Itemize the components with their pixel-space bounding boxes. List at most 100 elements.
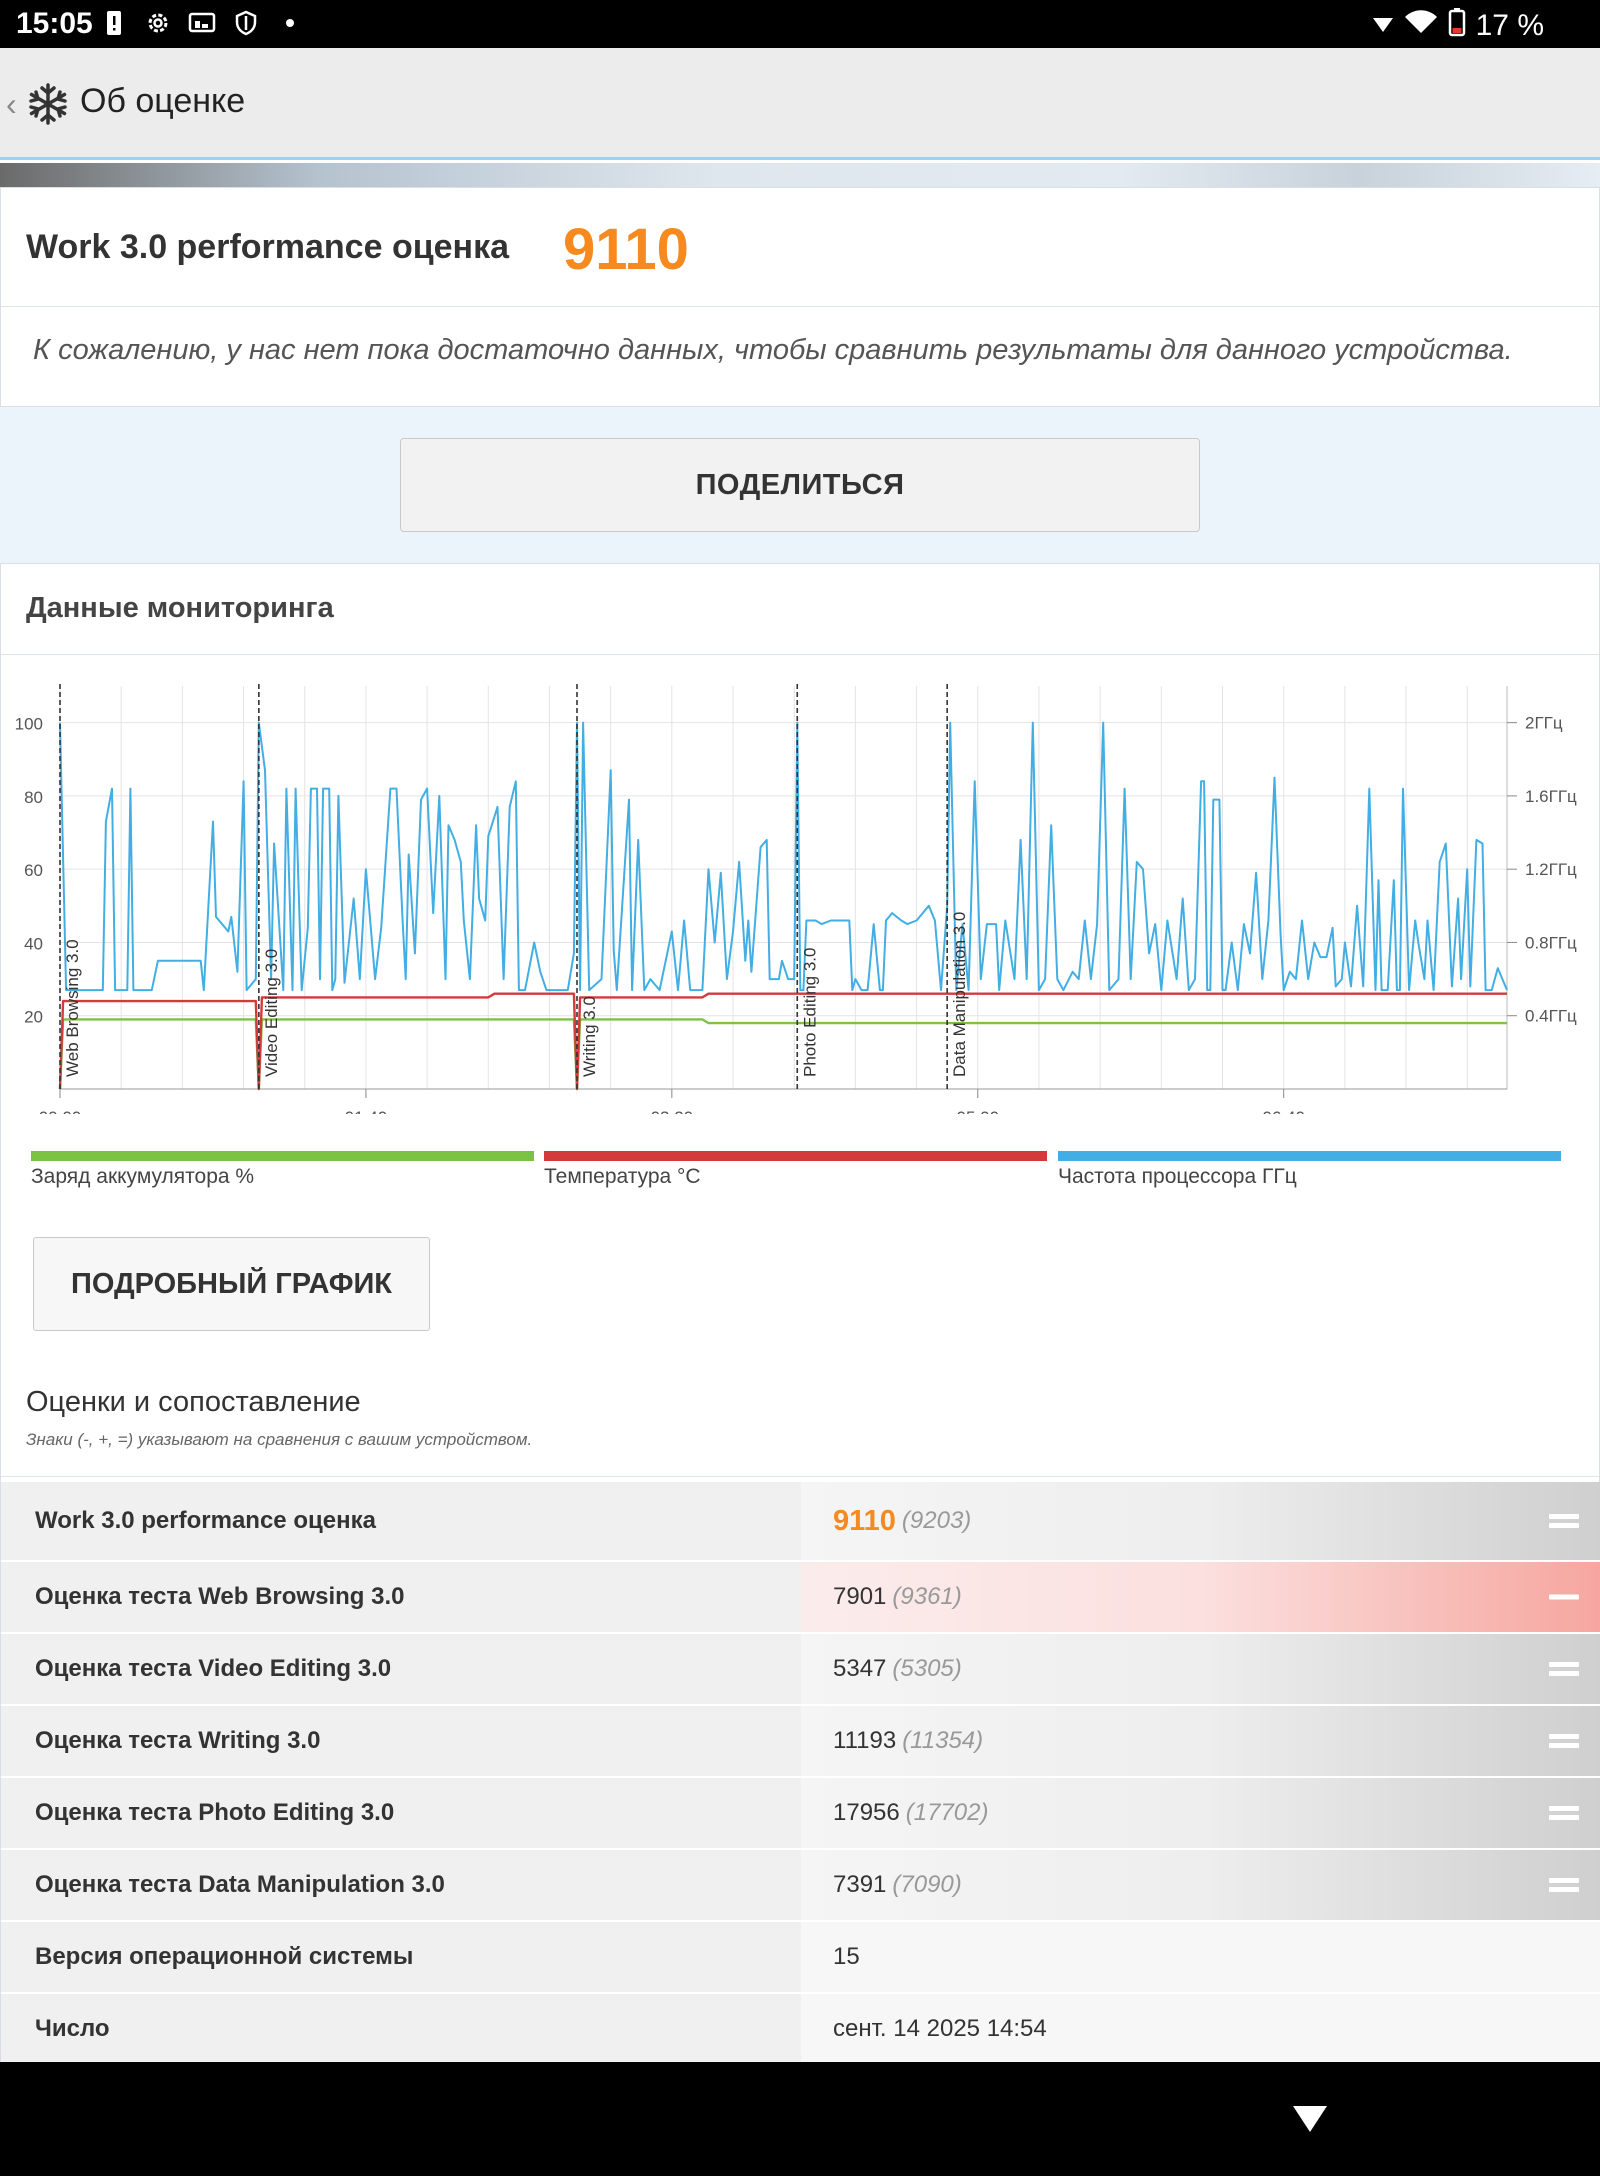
y-tick-label: 100 [15,715,43,734]
monitoring-title: Данные мониторинга [26,592,334,624]
nav-down-icon[interactable] [1293,2106,1327,2132]
x-tick-label: 01:40 [345,1108,388,1114]
y-tick-label: 60 [24,861,43,880]
divider [1,306,1599,307]
result-value-cell: 7901 (9361) [801,1562,1600,1632]
result-value: 11193 [833,1727,897,1754]
result-name: Work 3.0 performance оценка [1,1482,801,1560]
result-compare-value: (17702) [905,1799,989,1826]
test-marker-label: Video Editing 3.0 [262,949,281,1077]
status-icons [100,9,304,37]
result-name: Оценка теста Data Manipulation 3.0 [1,1850,801,1920]
status-time: 15:05 [16,7,93,40]
legend-battery: Заряд аккумулятора % [31,1151,534,1189]
score-note: К сожалению, у нас нет пока достаточно д… [33,334,1513,366]
navigation-bar [0,2062,1600,2176]
comparison-title: Оценки и сопоставление [26,1386,361,1418]
minus-sign-icon [1549,1591,1579,1604]
legend-label: Температура °C [544,1165,701,1188]
right-tick-label: 0.4ГГц [1525,1007,1577,1026]
legend-swatch [544,1151,1047,1161]
status-bar: 15:05 17 % [0,0,1600,48]
test-marker-label: Writing 3.0 [580,996,599,1077]
equal-sign-icon [1549,1730,1579,1752]
battery-icon [1448,7,1466,45]
test-marker-label: Data Manipulation 3.0 [950,912,969,1077]
legend-swatch [31,1151,534,1161]
result-value: 17956 [833,1799,900,1826]
result-row: Оценка теста Web Browsing 3.0 7901 (9361) [1,1562,1600,1634]
right-tick-label: 1.6ГГц [1525,787,1577,806]
cast-icon [188,9,216,37]
equal-sign-icon [1549,1802,1579,1824]
results-table: Work 3.0 performance оценка 9110 (9203) Оце… [1,1482,1600,2066]
hero-image-strip [0,163,1600,187]
snowflake-logo-icon[interactable] [26,82,70,126]
result-compare-value: (7090) [892,1871,962,1898]
legend-swatch [1058,1151,1561,1161]
right-tick-label: 0.8ГГц [1525,933,1577,952]
result-value: 7391 [833,1871,887,1898]
shield-icon [232,9,260,37]
x-tick-label: 05:00 [956,1108,999,1114]
info-name: Версия операционной системы [1,1922,801,1992]
y-tick-label: 40 [24,934,43,953]
page-title: Об оценке [80,82,246,120]
right-tick-label: 1.2ГГц [1525,860,1577,879]
result-row: Оценка теста Video Editing 3.0 5347 (5305) [1,1634,1600,1706]
info-value: сент. 14 2025 14:54 [801,1994,1600,2064]
result-value-cell: 9110 (9203) [801,1482,1600,1560]
result-value-cell: 17956 (17702) [801,1778,1600,1848]
info-row: Число сент. 14 2025 14:54 [1,1994,1600,2066]
info-name: Число [1,1994,801,2064]
status-right: 17 % [1372,7,1544,45]
detailed-chart-button[interactable]: ПОДРОБНЫЙ ГРАФИК [33,1237,430,1331]
result-row: Оценка теста Data Manipulation 3.0 7391 (7… [1,1850,1600,1922]
result-name: Оценка теста Video Editing 3.0 [1,1634,801,1704]
x-tick-label: 03:20 [651,1108,694,1114]
app-bar: ‹ Об оценке [0,48,1600,160]
result-value-cell: 11193 (11354) [801,1706,1600,1776]
wifi-icon [1404,9,1438,43]
result-compare-value: (11354) [902,1727,984,1754]
series-line [58,992,1507,1091]
result-compare-value: (9361) [892,1583,962,1610]
right-tick-label: 2ГГц [1525,714,1563,733]
result-row: Оценка теста Photo Editing 3.0 17956 (1770… [1,1778,1600,1850]
x-tick-label: 06:40 [1262,1108,1305,1114]
alert-icon [100,9,128,37]
result-value-cell: 5347 (5305) [801,1634,1600,1704]
equal-sign-icon [1549,1874,1579,1896]
test-marker-label: Photo Editing 3.0 [800,948,819,1077]
equal-sign-icon [1549,1658,1579,1680]
y-tick-label: 80 [24,788,43,807]
score-label: Work 3.0 performance оценка [26,228,509,266]
legend-cpu-frequency: Частота процессора ГГц [1058,1151,1561,1189]
dot-icon [276,9,304,37]
share-button[interactable]: ПОДЕЛИТЬСЯ [400,438,1200,532]
gear-icon [144,9,172,37]
x-tick-label: 00:00 [39,1108,82,1114]
result-row: Work 3.0 performance оценка 9110 (9203) [1,1482,1600,1562]
back-icon[interactable]: ‹ [6,86,17,122]
legend-label: Частота процессора ГГц [1058,1165,1297,1188]
result-value: 7901 [833,1583,887,1610]
info-value: 15 [801,1922,1600,1992]
monitoring-card: Данные мониторинга 20 40 60 80 100 0.4ГГц 0.8Г… [0,563,1600,2066]
result-row: Оценка теста Writing 3.0 11193 (11354) [1,1706,1600,1778]
result-value: 9110 [833,1504,896,1537]
info-row: Версия операционной системы 15 [1,1922,1600,1994]
legend-temperature: Температура °C [544,1151,1047,1189]
equal-sign-icon [1549,1510,1579,1532]
score-card: Work 3.0 performance оценка 9110 К сожал… [0,187,1600,407]
legend-label: Заряд аккумулятора % [31,1165,255,1188]
divider [1,1476,1599,1477]
battery-percent: 17 % [1475,9,1544,42]
result-compare-value: (9203) [901,1507,972,1534]
result-name: Оценка теста Writing 3.0 [1,1706,801,1776]
score-value: 9110 [563,217,689,282]
result-name: Оценка теста Photo Editing 3.0 [1,1778,801,1848]
y-tick-label: 20 [24,1008,43,1027]
test-marker-label: Web Browsing 3.0 [63,939,82,1077]
series-line [59,721,1508,992]
